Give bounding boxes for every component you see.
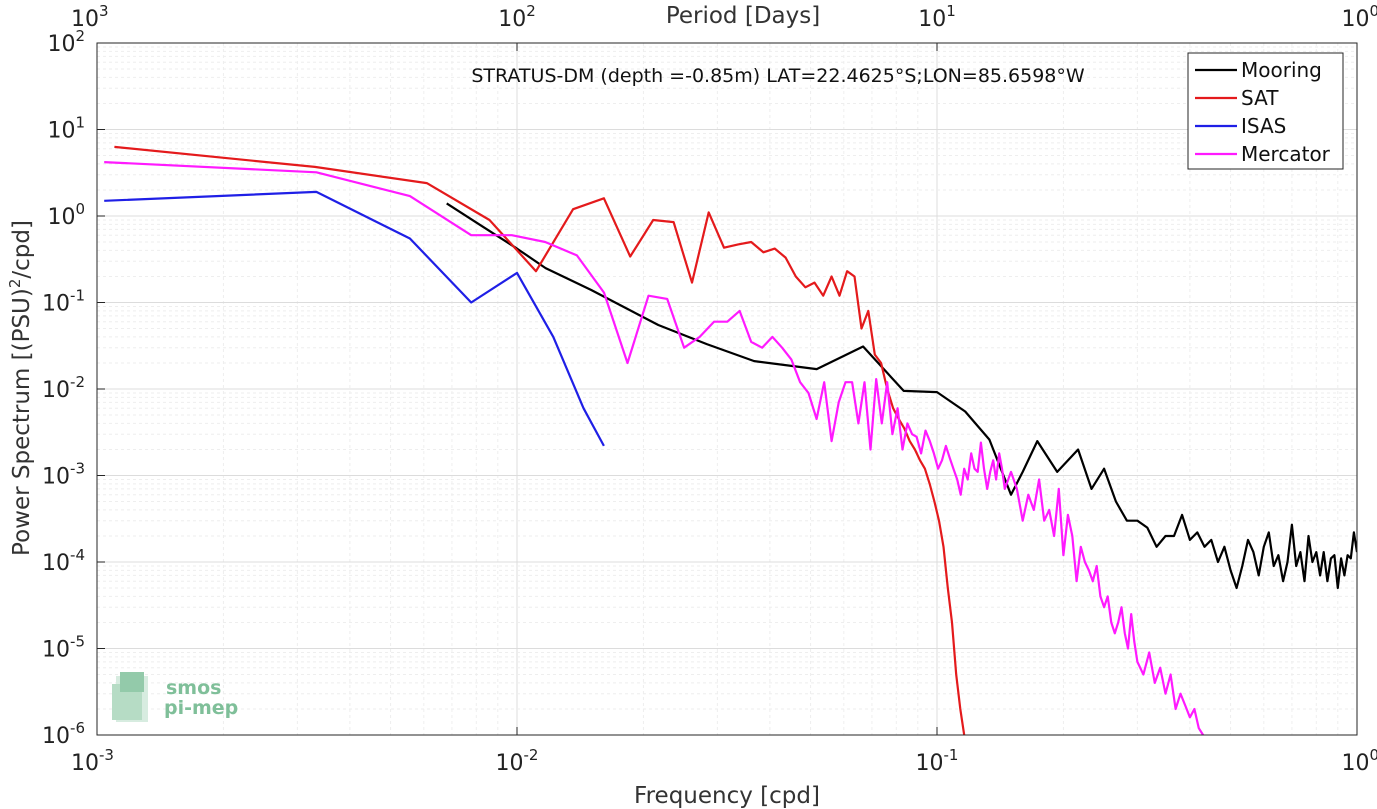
y-axis-label-tail: /cpd] [9, 220, 35, 279]
y-axis-label-sup: 2 [6, 279, 24, 289]
x-tick-label: 100 [1341, 746, 1377, 776]
legend-label-mercator: Mercator [1241, 142, 1331, 166]
legend-label-mooring: Mooring [1241, 58, 1322, 82]
top-tick-label: 101 [918, 2, 956, 32]
y-axis-label: Power Spectrum [(PSU)2/cpd] [6, 220, 35, 556]
y-tick-label: 10-5 [42, 633, 85, 663]
x-tick-label: 10-3 [71, 746, 114, 776]
series-line-isas [104, 190, 605, 447]
y-tick-label: 102 [47, 27, 85, 57]
legend-label-sat: SAT [1241, 86, 1279, 110]
x-axis-label: Frequency [cpd] [634, 783, 820, 809]
tick-marks [96, 42, 1358, 736]
x-tick-label: 10-1 [916, 746, 959, 776]
top-tick-label: 102 [498, 2, 536, 32]
chart-title: STRATUS-DM (depth =-0.85m) LAT=22.4625°S… [471, 65, 1085, 87]
logo-mark-front [120, 672, 144, 692]
y-tick-label: 10-4 [42, 546, 85, 576]
series-layer [104, 145, 1357, 735]
series-line-mercator [104, 161, 1205, 735]
y-tick-label: 10-3 [42, 460, 85, 490]
series-line-sat [114, 145, 966, 735]
y-axis-label-main: Power Spectrum [(PSU) [9, 288, 35, 556]
logo-text-smos: smos [166, 677, 221, 699]
y-tick-label: 101 [47, 114, 85, 144]
x-tick-label: 10-2 [496, 746, 539, 776]
legend: Mooring SAT ISAS Mercator [1187, 52, 1344, 170]
y-tick-label: 10-1 [42, 287, 85, 317]
top-axis-label: Period [Days] [666, 3, 820, 29]
y-tick-label: 10-2 [42, 373, 85, 403]
series-line-mooring [446, 202, 1357, 590]
top-tick-label: 100 [1341, 2, 1377, 32]
y-tick-label: 100 [47, 200, 85, 230]
logo-text-pi-mep: pi-mep [164, 697, 238, 719]
y-tick-label: 10-6 [42, 719, 85, 749]
legend-box [1187, 52, 1344, 170]
top-tick-label: 103 [71, 2, 109, 32]
legend-label-isas: ISAS [1241, 114, 1286, 138]
smos-pi-mep-logo: smos pi-mep [112, 672, 238, 722]
